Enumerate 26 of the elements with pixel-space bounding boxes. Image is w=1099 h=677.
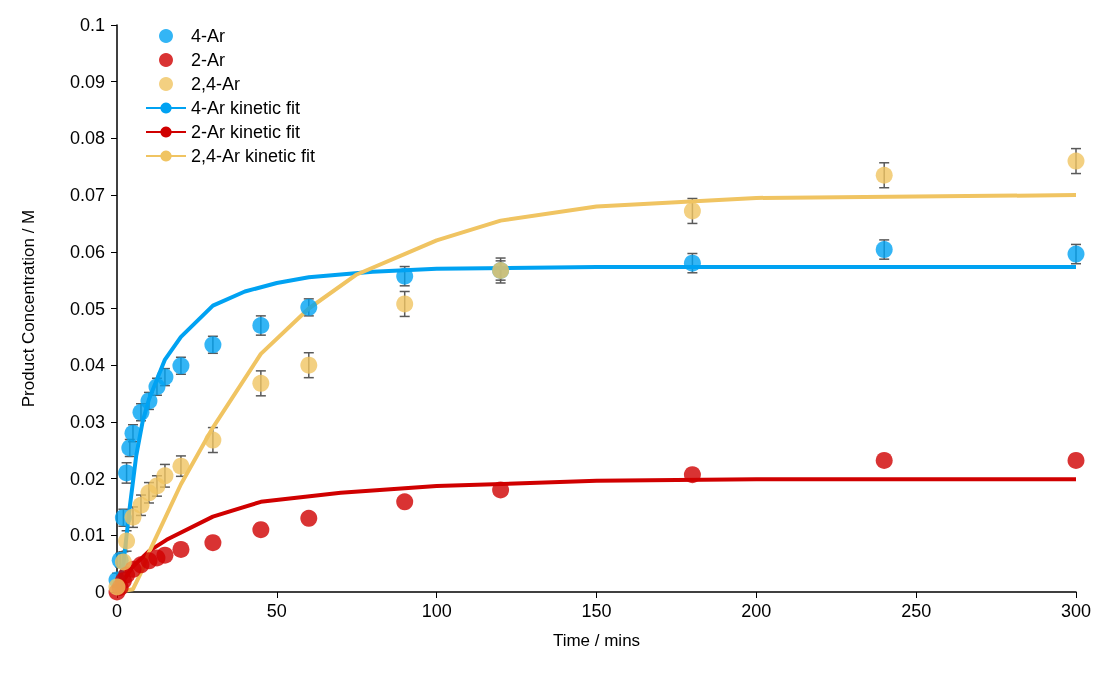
y-tick-label: 0.07 [69, 185, 105, 206]
y-tick-label: 0.06 [69, 241, 105, 262]
x-axis-title: Time / mins [552, 631, 641, 650]
x-tick-label: 150 [581, 601, 612, 621]
y-tick-label: 0.02 [69, 468, 105, 489]
x-tick-label: 250 [901, 601, 932, 621]
y-tick-label: 0.09 [69, 71, 105, 92]
y-tick-label: 0.1 [79, 15, 105, 35]
y-tick-label: 0 [94, 582, 105, 602]
y-tick-label: 0.04 [69, 355, 105, 376]
legend-label: 2,4-Ar [191, 74, 241, 94]
legend-label: 2-Ar [191, 50, 226, 70]
y-axis-title: Product Concentration / M [19, 209, 38, 408]
y-tick-label: 0.05 [69, 298, 105, 319]
y-tick-label: 0.08 [69, 128, 105, 149]
x-tick-label: 300 [1060, 601, 1092, 621]
x-tick-label: 100 [421, 601, 452, 621]
legend-label: 2-Ar kinetic fit [191, 122, 301, 142]
y-tick-label: 0.01 [69, 525, 105, 546]
x-tick-label: 50 [266, 601, 287, 621]
legend-label: 2,4-Ar kinetic fit [191, 146, 316, 166]
y-tick-label: 0.03 [69, 411, 105, 432]
legend-label: 4-Ar kinetic fit [191, 98, 301, 118]
x-tick-label: 0 [111, 601, 123, 621]
legend-label: 4-Ar [191, 26, 226, 46]
x-tick-label: 200 [741, 601, 772, 621]
